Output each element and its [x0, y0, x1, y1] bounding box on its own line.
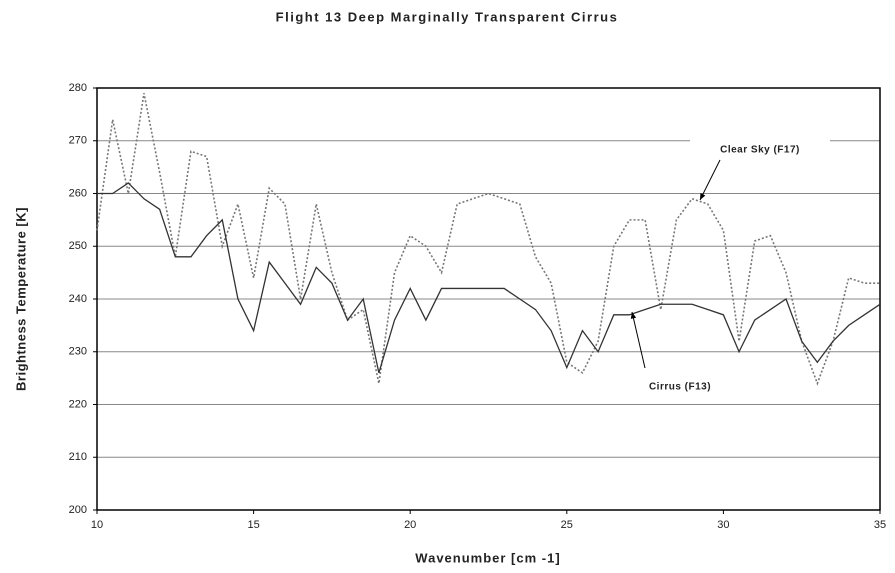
x-tick-label: 15	[247, 519, 259, 531]
x-tick-label: 10	[91, 519, 103, 531]
arrow-head	[630, 312, 637, 319]
y-tick-label: 210	[69, 451, 87, 463]
y-tick-label: 260	[69, 187, 87, 199]
y-tick-label: 240	[69, 293, 87, 305]
series-line	[96, 93, 880, 386]
label-arrow	[631, 311, 646, 369]
x-tick-label: 25	[561, 519, 573, 531]
y-axis-label: Brightness Temperature [K]	[13, 207, 28, 391]
chart-title: Flight 13 Deep Marginally Transparent Ci…	[276, 9, 619, 24]
label-arrow	[699, 159, 721, 201]
arrow-head	[700, 193, 706, 200]
y-tick-label: 280	[69, 82, 87, 94]
label-background	[690, 140, 830, 160]
label-background	[610, 377, 750, 397]
y-tick-label: 230	[69, 346, 87, 358]
x-tick-label: 30	[717, 519, 729, 531]
series-line	[97, 182, 881, 374]
y-tick-label: 250	[69, 240, 87, 252]
y-tick-label: 220	[69, 398, 87, 410]
x-axis-label: Wavenumber [cm -1]	[415, 550, 560, 565]
y-tick-label: 270	[69, 135, 87, 147]
x-tick-label: 35	[874, 519, 886, 531]
series-label: Cirrus (F13)	[649, 382, 711, 393]
y-tick-label: 200	[69, 504, 87, 516]
x-tick-label: 20	[404, 519, 416, 531]
series-label: Clear Sky (F17)	[720, 145, 800, 156]
plot-frame	[96, 87, 881, 511]
